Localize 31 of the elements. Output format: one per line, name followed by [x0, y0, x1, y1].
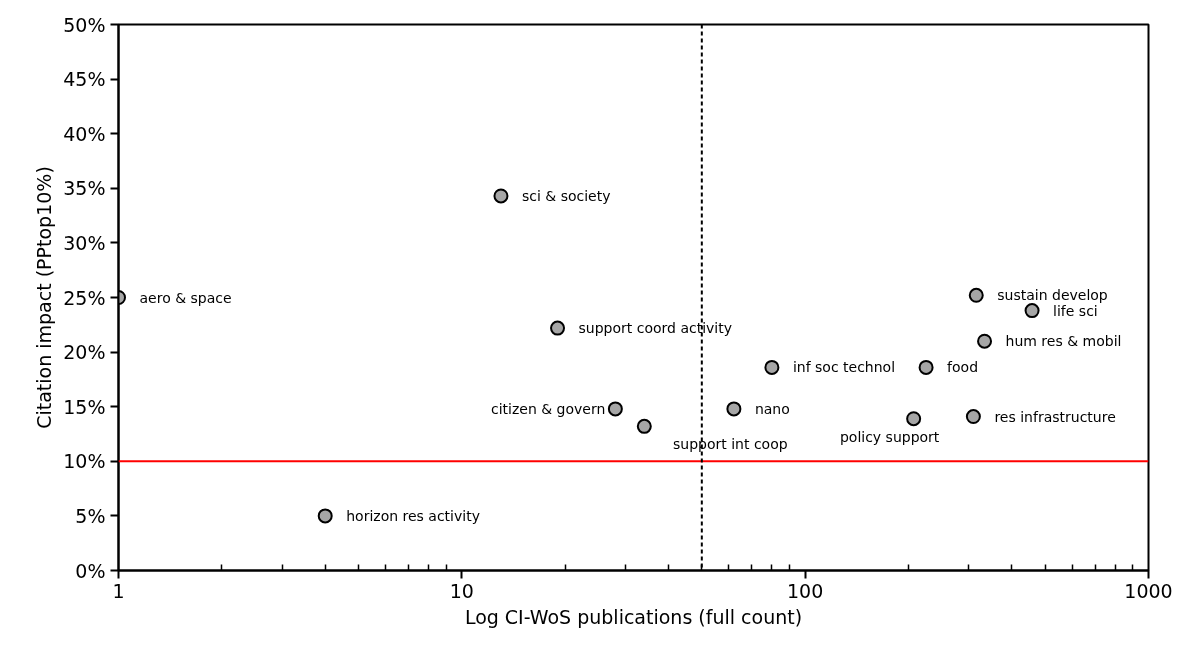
y-tick-label: 10% — [63, 450, 106, 473]
annotation: support int coop — [673, 436, 788, 453]
y-tick-label: 15% — [63, 395, 106, 418]
y-tick-label: 5% — [75, 504, 106, 527]
y-tick-label: 25% — [63, 286, 106, 309]
annotation: citizen & govern — [491, 400, 606, 417]
y-tick-label: 40% — [63, 122, 106, 145]
x-tick-label: 1000 — [1124, 579, 1173, 602]
y-tick-label: 0% — [75, 559, 106, 582]
y-axis-title: Citation impact (PPtop10%) — [33, 166, 56, 429]
annotation: horizon res activity — [346, 507, 480, 524]
annotation: res infrastructure — [994, 408, 1116, 425]
annotation: inf soc technol — [792, 359, 896, 376]
annotation: support coord activity — [578, 320, 733, 337]
x-axis-title: Log CI-WoS publications (full count) — [464, 605, 803, 628]
y-tick-label: 30% — [63, 231, 106, 254]
y-tick-label: 35% — [63, 177, 106, 200]
annotation: sci & society — [521, 187, 611, 204]
y-tick-label: 50% — [63, 13, 106, 36]
annotation: policy support — [839, 428, 940, 445]
x-tick-label: 100 — [787, 579, 824, 602]
y-tick-label: 20% — [63, 341, 106, 364]
annotation: hum res & mobil — [1005, 333, 1122, 350]
annotation: food — [947, 359, 979, 376]
x-tick-label: 1 — [112, 579, 125, 602]
annotation: aero & space — [139, 289, 232, 306]
x-tick-label: 10 — [449, 579, 474, 602]
y-tick-label: 45% — [63, 68, 106, 91]
annotation: life sci — [1053, 302, 1098, 319]
annotation: sustain develop — [997, 287, 1108, 304]
annotation: nano — [754, 400, 790, 417]
